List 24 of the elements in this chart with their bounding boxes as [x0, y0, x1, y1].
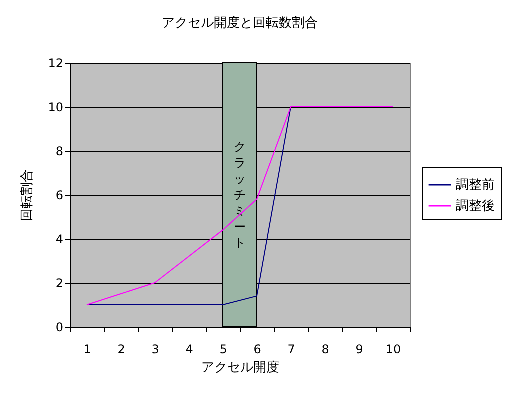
y-tick-label: 0: [56, 320, 64, 334]
y-axis-title: 回転割合: [20, 170, 36, 222]
band-label: クラッチミート: [234, 140, 246, 250]
x-tick-label: 2: [118, 342, 126, 356]
x-axis-title: アクセル開度: [202, 360, 280, 376]
y-tick-label: 10: [48, 100, 64, 114]
x-tick-label: 1: [84, 342, 92, 356]
x-tick-label: 5: [220, 342, 228, 356]
x-tick-label: 7: [288, 342, 296, 356]
y-tick-label: 12: [48, 56, 64, 70]
chart-title: アクセル開度と回転数割合: [162, 15, 318, 31]
x-tick-label: 10: [386, 342, 402, 356]
x-tick-label: 4: [186, 342, 194, 356]
y-tick-label: 2: [56, 276, 64, 290]
x-tick-label: 8: [322, 342, 330, 356]
y-tick-label: 4: [56, 232, 64, 246]
legend-label: 調整後: [456, 199, 495, 214]
x-tick-label: 6: [254, 342, 262, 356]
y-tick-label: 6: [56, 188, 64, 202]
x-tick-label: 3: [152, 342, 160, 356]
legend-label: 調整前: [456, 178, 495, 193]
y-tick-label: 8: [56, 144, 64, 158]
line-series: [86, 106, 394, 306]
x-tick-label: 9: [356, 342, 364, 356]
